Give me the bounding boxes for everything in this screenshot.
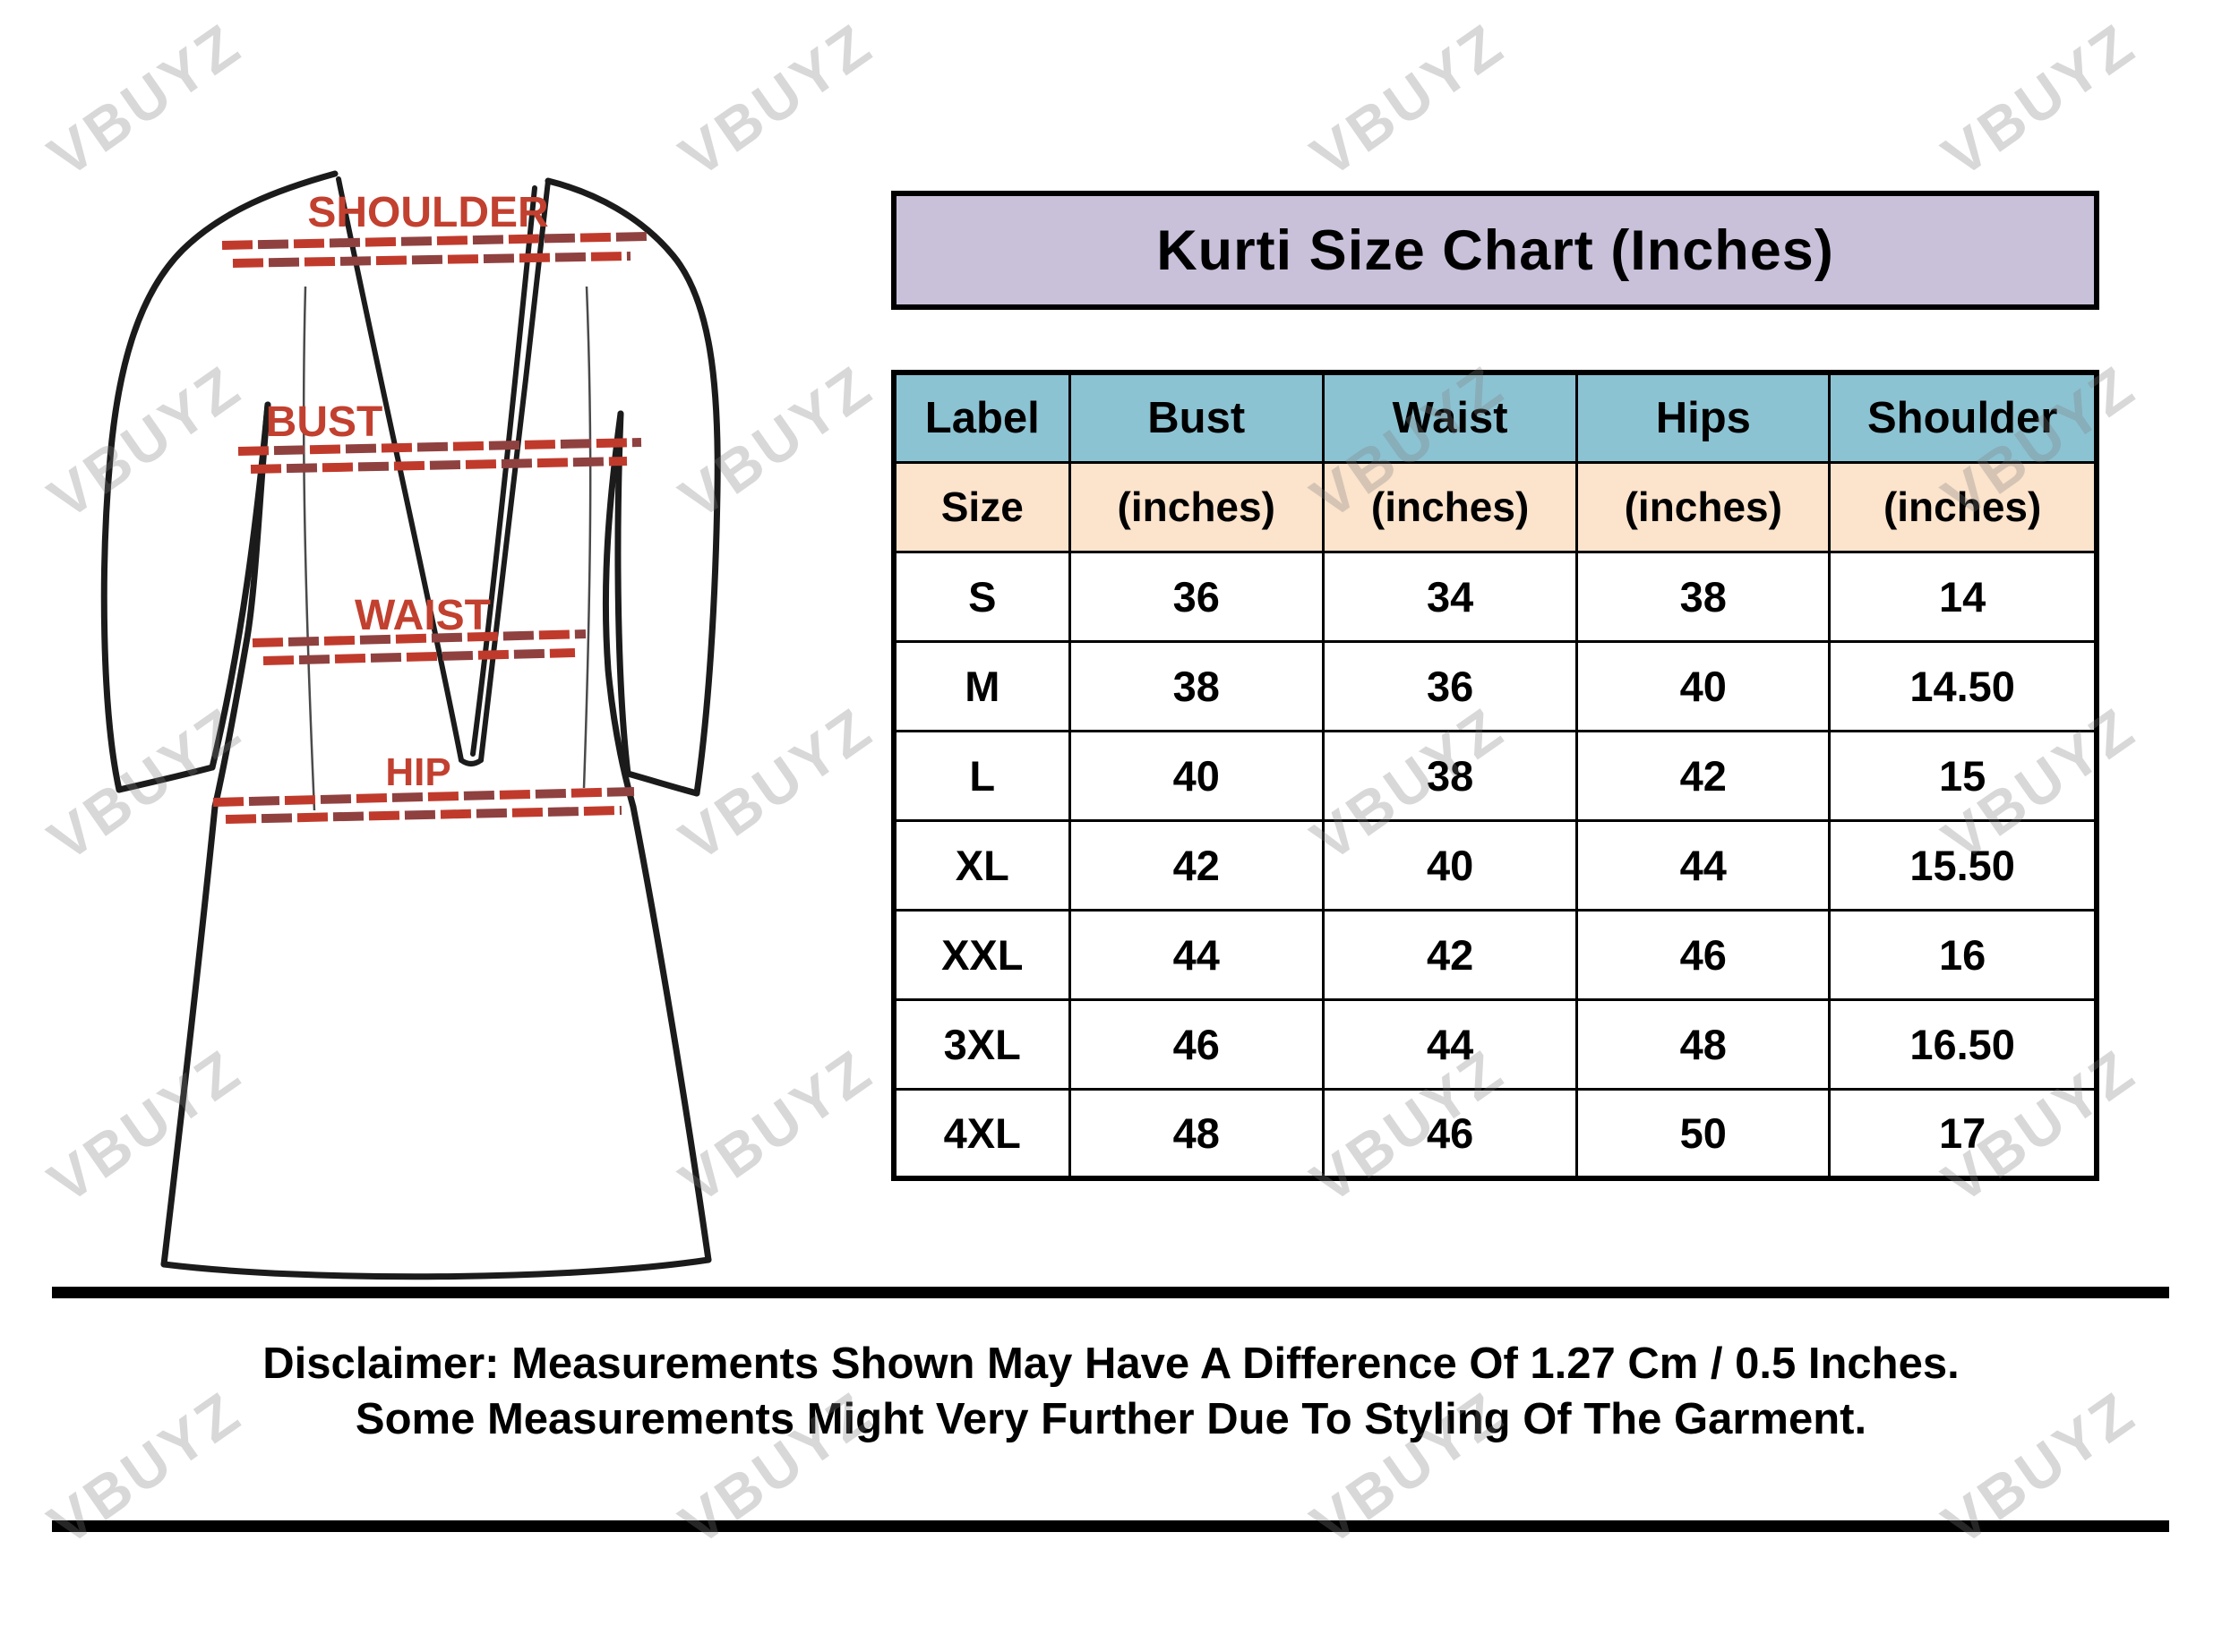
chart-title: Kurti Size Chart (Inches) <box>1156 218 1834 282</box>
measurement-cell: 46 <box>1575 908 1832 1001</box>
table-row: 3XL 46 44 48 16.50 <box>892 997 2098 1091</box>
bust-dash-line <box>250 457 628 474</box>
watermark-text: VBUYZ <box>1299 10 1516 190</box>
kurti-left-skirt <box>160 803 219 1268</box>
size-table: Label Bust Waist Hips Shoulder Size (inches)(… <box>891 370 2099 1181</box>
kurti-hem <box>160 1256 712 1280</box>
bust-dash-line <box>237 438 642 456</box>
waist-dash-line <box>262 648 576 665</box>
kurti-right-body-side <box>602 410 637 810</box>
divider-bottom <box>52 1520 2169 1532</box>
measurement-cell: 36 <box>1321 639 1579 732</box>
table-row: M 38 36 40 14.50 <box>892 639 2098 732</box>
size-cell: XL <box>892 818 1071 912</box>
measurement-cell: 42 <box>1068 818 1325 912</box>
size-cell: S <box>892 550 1071 643</box>
measurement-cell: 36 <box>1068 550 1325 643</box>
kurti-right-inner-sleeve <box>614 410 631 777</box>
measurement-cell: 46 <box>1068 997 1325 1091</box>
kurti-neck-slit-right-inner <box>470 185 537 757</box>
kurti-neck-slit-left <box>336 176 464 763</box>
measurement-cell: 16 <box>1828 908 2098 1001</box>
measurement-cell: 44 <box>1068 908 1325 1001</box>
measurement-cell: 40 <box>1575 639 1832 732</box>
measurement-cell: 38 <box>1575 550 1832 643</box>
kurti-right-sleeve-outline <box>545 177 721 797</box>
chart-title-bar: Kurti Size Chart (Inches) <box>891 191 2099 310</box>
kurti-right-cuff <box>624 770 700 797</box>
bust-label: BUST <box>266 398 383 446</box>
column-unit: (inches) <box>1068 460 1325 553</box>
measurement-cell: 17 <box>1828 1087 2098 1180</box>
kurti-neck-slit-bottom <box>459 758 484 766</box>
kurti-left-cuff <box>116 764 216 793</box>
measurement-cell: 16.50 <box>1828 997 2098 1091</box>
measurement-cell: 15.50 <box>1828 818 2098 912</box>
measurement-cell: 42 <box>1575 729 1832 822</box>
hip-label: HIP <box>385 750 450 794</box>
kurti-left-inner-sleeve <box>209 401 271 771</box>
waist-dash-line <box>252 629 587 647</box>
size-cell: 3XL <box>892 997 1071 1091</box>
disclaimer-line-2: Some Measurements Might Very Further Due… <box>355 1395 1867 1443</box>
size-cell: XXL <box>892 908 1071 1001</box>
size-cell: L <box>892 729 1071 822</box>
measurement-cell: 48 <box>1575 997 1832 1091</box>
measurement-cell: 15 <box>1828 729 2098 822</box>
measurement-cell: 48 <box>1068 1087 1325 1180</box>
shoulder-label: SHOULDER <box>307 189 548 236</box>
measurement-cell: 44 <box>1321 997 1579 1091</box>
size-cell: 4XL <box>892 1087 1071 1180</box>
waist-dash-line <box>252 629 587 647</box>
table-row: 4XL 48 46 50 17 <box>892 1087 2098 1180</box>
measurement-cell: 38 <box>1068 639 1325 732</box>
column-unit: (inches) <box>1321 460 1579 553</box>
measurement-cell: 14.50 <box>1828 639 2098 732</box>
kurti-right-skirt <box>630 803 712 1263</box>
column-header: Waist <box>1321 371 1579 464</box>
column-unit: Size <box>892 460 1071 553</box>
measurement-cell: 44 <box>1575 818 1832 912</box>
measurement-cell: 50 <box>1575 1087 1832 1180</box>
kurti-neck-slit-right-outer <box>478 178 551 763</box>
measurement-cell: 40 <box>1321 818 1579 912</box>
waist-label: WAIST <box>355 592 491 639</box>
measurement-cell: 14 <box>1828 550 2098 643</box>
size-cell: M <box>892 639 1071 732</box>
kurti-right-seam <box>582 286 592 789</box>
measurement-cell: 34 <box>1321 550 1579 643</box>
hip-dash-line <box>225 806 622 824</box>
hip-dash-line <box>212 787 635 807</box>
waist-dash-line <box>262 648 576 665</box>
kurti-diagram: SHOULDER BUST WAIST HIP <box>100 170 721 1280</box>
column-header: Bust <box>1068 371 1325 464</box>
shoulder-dash-line <box>232 252 631 268</box>
column-unit: (inches) <box>1575 460 1832 553</box>
measurement-cell: 40 <box>1068 729 1325 822</box>
measurement-cell: 42 <box>1321 908 1579 1001</box>
bust-dash-line <box>250 457 628 474</box>
divider-top <box>52 1287 2169 1298</box>
watermark-text: VBUYZ <box>1930 10 2148 190</box>
measurement-cell: 46 <box>1321 1087 1579 1180</box>
table-subheader-row: Size (inches) (inches) (inches) (inches) <box>892 460 2098 553</box>
column-header: Shoulder <box>1828 371 2098 464</box>
table-row: XL 42 40 44 15.50 <box>892 818 2098 912</box>
column-header: Hips <box>1575 371 1832 464</box>
kurti-left-sleeve-outline <box>100 170 339 793</box>
table-header-row: Label Bust Waist Hips Shoulder <box>892 371 2098 464</box>
kurti-left-seam <box>302 286 316 811</box>
table-row: L 40 38 42 15 <box>892 729 2098 822</box>
measurement-cell: 38 <box>1321 729 1579 822</box>
size-table-body: S 36 34 38 14 M 38 36 40 14.50 L 40 38 42 15 XL 42 40 44 15… <box>892 550 2098 1180</box>
table-row: XXL 44 42 46 16 <box>892 908 2098 1001</box>
column-header: Label <box>892 371 1071 464</box>
table-row: S 36 34 38 14 <box>892 550 2098 643</box>
disclaimer-line-1: Disclaimer: Measurements Shown May Have … <box>262 1340 1960 1388</box>
disclaimer: Disclaimer: Measurements Shown May Have … <box>0 1336 2222 1447</box>
column-unit: (inches) <box>1828 460 2098 553</box>
